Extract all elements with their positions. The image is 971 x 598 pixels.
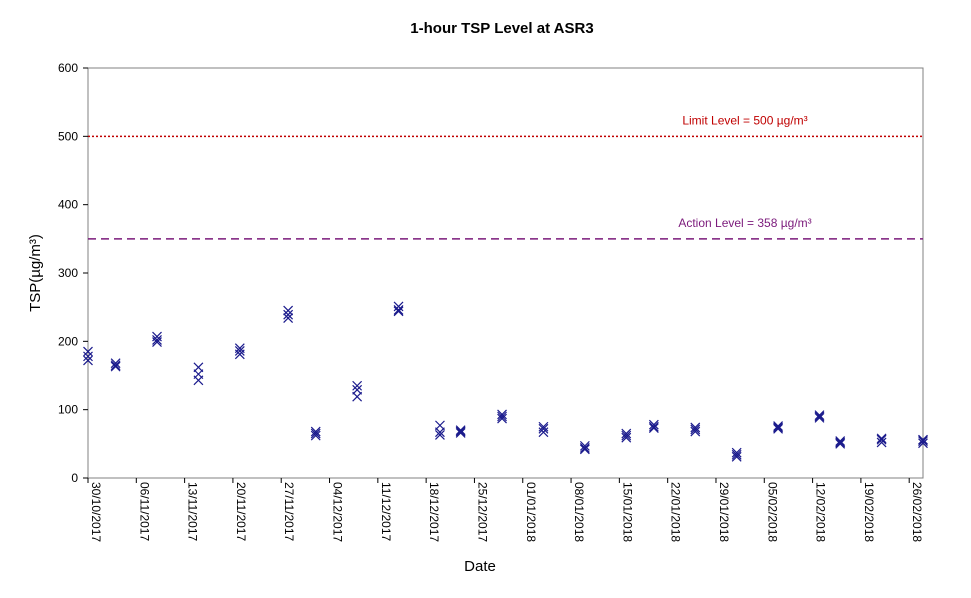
data-point [83, 355, 93, 366]
x-tick-label: 06/11/2017 [137, 482, 151, 541]
data-point [814, 411, 825, 422]
reference-lines: Limit Level = 500 µg/m³ Action Level = 35… [88, 113, 923, 240]
data-point [110, 360, 121, 371]
data-point [690, 422, 701, 433]
data-point [690, 426, 701, 437]
x-tick-label: 11/12/2017 [379, 482, 393, 541]
x-tick-label: 13/11/2017 [186, 482, 200, 541]
data-point [283, 313, 294, 324]
data-point [731, 447, 742, 458]
data-point [814, 410, 825, 421]
data-point [283, 309, 294, 320]
x-axis: 30/10/2017 06/11/2017 13/11/2017 20/11/2017… [87, 478, 924, 542]
data-point [773, 422, 784, 433]
x-tick-label: 25/12/2017 [475, 482, 489, 542]
data-point [835, 438, 846, 449]
data-point [835, 437, 846, 448]
data-point [538, 423, 549, 434]
data-point [579, 444, 590, 455]
data-point [538, 427, 549, 438]
x-tick-label: 12/02/2018 [814, 482, 828, 542]
data-points [83, 301, 928, 462]
data-point [731, 451, 742, 462]
y-tick-label: 200 [58, 334, 78, 348]
x-tick-label: 08/01/2018 [572, 482, 586, 542]
data-point [283, 305, 294, 316]
x-tick-label: 05/02/2018 [765, 482, 779, 542]
data-point [393, 301, 404, 312]
data-point [876, 434, 887, 445]
data-point [731, 449, 742, 460]
data-point [310, 428, 321, 439]
x-tick-label: 04/12/2017 [331, 482, 345, 542]
y-tick-label: 0 [71, 471, 78, 485]
data-point [918, 436, 928, 447]
x-tick-label: 29/01/2018 [717, 482, 731, 542]
data-point [455, 427, 466, 438]
data-point [110, 361, 121, 372]
action-level-label: Action Level = 358 µg/m³ [678, 216, 811, 230]
data-point [393, 304, 404, 315]
x-axis-label: Date [464, 558, 496, 575]
data-point [83, 351, 93, 362]
x-tick-label: 22/01/2018 [669, 482, 683, 542]
y-tick-label: 600 [58, 61, 78, 75]
x-tick-label: 27/11/2017 [282, 482, 296, 541]
data-point [352, 391, 363, 402]
data-point [773, 423, 784, 434]
data-point [352, 380, 363, 391]
x-tick-label: 19/02/2018 [862, 482, 876, 542]
x-tick-label: 30/10/2017 [89, 482, 103, 542]
data-point [83, 346, 93, 357]
data-point [497, 413, 507, 424]
data-point [621, 430, 632, 441]
data-point [234, 349, 245, 360]
data-point [918, 434, 928, 445]
data-point [876, 433, 887, 444]
y-tick-label: 100 [58, 403, 78, 417]
data-point [835, 436, 846, 447]
y-tick-label: 300 [58, 266, 78, 280]
data-point [455, 426, 466, 437]
data-point [152, 335, 162, 345]
plot-area [87, 67, 924, 479]
data-point [455, 425, 466, 436]
data-point [393, 306, 404, 317]
x-tick-label: 01/01/2018 [524, 482, 538, 542]
data-point [621, 432, 632, 443]
data-point [648, 419, 659, 430]
data-point [648, 421, 659, 432]
x-tick-label: 26/02/2018 [910, 482, 924, 542]
data-point [690, 424, 701, 435]
data-point [435, 430, 445, 440]
chart-title: 1-hour TSP Level at ASR3 [410, 20, 593, 37]
data-point [773, 421, 784, 431]
data-point [876, 437, 887, 448]
data-point [193, 375, 204, 386]
limit-level-label: Limit Level = 500 µg/m³ [682, 113, 807, 127]
y-axis: 0 100 200 300 400 500 600 [58, 61, 88, 485]
y-tick-label: 400 [58, 198, 78, 212]
data-point [579, 440, 590, 451]
data-point [435, 427, 445, 438]
data-point [152, 337, 162, 347]
data-point [648, 423, 659, 434]
data-point [579, 443, 590, 453]
x-tick-label: 18/12/2017 [427, 482, 441, 542]
data-point [110, 358, 121, 369]
data-point [497, 411, 507, 422]
x-tick-label: 15/01/2018 [620, 482, 634, 542]
data-point [497, 409, 507, 420]
data-point [310, 426, 321, 437]
y-tick-label: 500 [58, 129, 78, 143]
data-point [310, 430, 321, 441]
data-point [621, 428, 632, 439]
data-point [918, 438, 928, 449]
data-point [814, 412, 825, 423]
x-tick-label: 20/11/2017 [234, 482, 248, 541]
y-axis-label: TSP(µg/m³) [27, 234, 44, 312]
data-point [234, 345, 245, 356]
